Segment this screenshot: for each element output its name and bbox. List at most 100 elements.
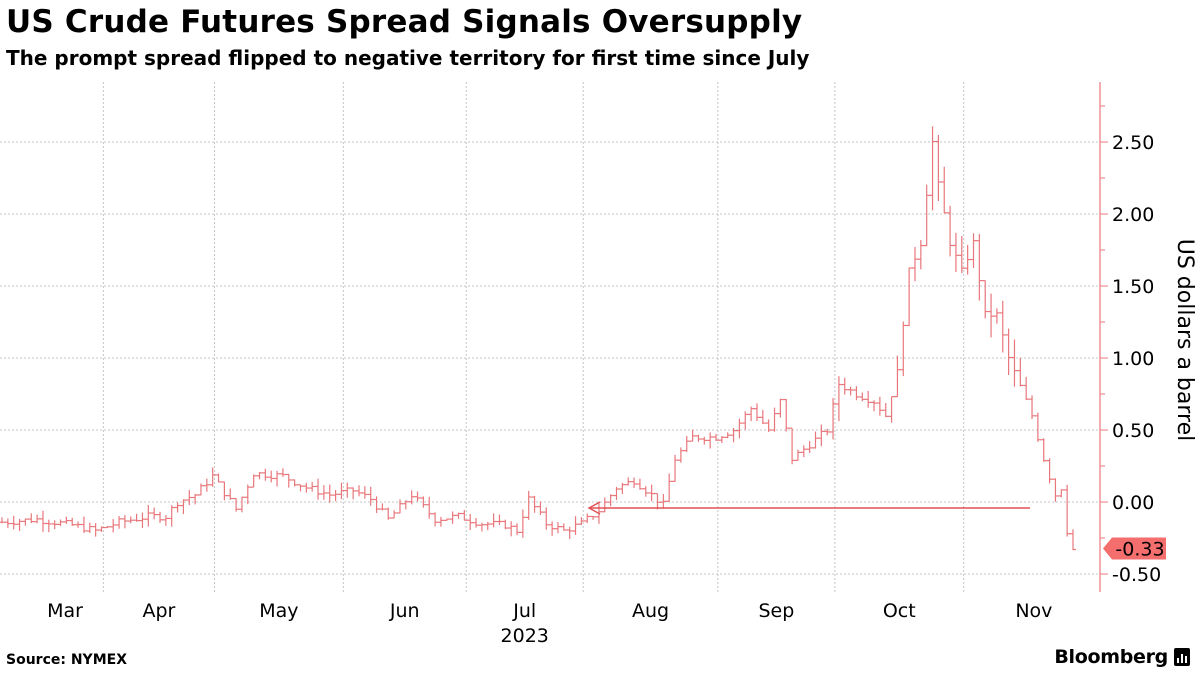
brand-name: Bloomberg [1054, 646, 1168, 668]
ohlc-bar [525, 490, 532, 520]
bloomberg-bars-icon [1174, 648, 1190, 666]
y-tick-label: 2.00 [1112, 204, 1154, 226]
month-tick-label: Jul [512, 600, 536, 622]
ohlc-bar [227, 488, 234, 500]
ohlc-bar [98, 526, 105, 532]
ohlc-bar [508, 521, 515, 537]
ohlc-bar [572, 516, 579, 535]
ohlc-bar [531, 495, 538, 513]
ohlc-bar [1023, 376, 1030, 401]
ohlc-bar [356, 485, 362, 497]
ohlc-bar [730, 427, 737, 443]
ohlc-bar [560, 523, 567, 531]
ohlc-bar [707, 432, 714, 449]
x-axis: Mar Apr May Jun Jul Aug Sep Oct Nov 2023 [47, 600, 1052, 647]
ohlc-bar [139, 512, 146, 529]
ohlc-bar [186, 489, 193, 506]
ohlc-bar [80, 516, 87, 534]
ohlc-bar [473, 518, 480, 528]
ohlc-bar [484, 522, 491, 531]
ohlc-bar [713, 433, 719, 441]
ohlc-bar [859, 392, 866, 402]
ohlc-bar [631, 477, 638, 488]
ohlc-bar [947, 205, 954, 257]
ohlc-bar [238, 496, 245, 513]
ohlc-bar [794, 449, 801, 461]
ohlc-bar [338, 482, 345, 500]
ohlc-bar [437, 516, 444, 527]
ohlc-bar [999, 300, 1006, 353]
y-tick-label: 0.50 [1112, 420, 1154, 442]
ohlc-bar [297, 484, 304, 492]
ohlc-bar [543, 507, 550, 530]
last-value-badge [1103, 537, 1166, 560]
ohlc-bar [929, 126, 936, 211]
chart-subtitle: The prompt spread flipped to negative te… [6, 46, 810, 70]
ohlc-bar [127, 516, 134, 524]
ohlc-bar [455, 512, 462, 519]
ohlc-bar [157, 511, 164, 523]
ohlc-bar [724, 432, 731, 439]
ohlc-bar [391, 510, 398, 519]
ohlc-bar [976, 233, 983, 301]
ohlc-bar [443, 518, 450, 521]
ohlc-bar [923, 184, 930, 247]
month-tick-label: Nov [1015, 600, 1052, 622]
ohlc-bar [894, 355, 901, 398]
ohlc-bar [1046, 458, 1053, 484]
ohlc-bar [789, 427, 796, 465]
ohlc-bar [1029, 395, 1036, 420]
ohlc-bar [51, 520, 58, 530]
ohlc-bar [1064, 484, 1071, 537]
ohlc-bar [952, 232, 959, 272]
ohlc-bar [835, 376, 842, 422]
ohlc-bar [449, 511, 456, 524]
y-tick-label: 1.00 [1112, 348, 1154, 370]
month-tick-label: Aug [632, 600, 669, 622]
ohlc-bar [718, 436, 725, 443]
ohlc-bar [221, 481, 228, 501]
month-tick-label: Oct [883, 600, 916, 622]
ohlc-bar [841, 377, 848, 395]
ohlc-bar [69, 517, 76, 527]
source-note: Source: NYMEX [6, 652, 127, 668]
ohlc-bar [917, 240, 924, 270]
ohlc-bar [502, 519, 509, 530]
ohlc-bar [110, 519, 117, 533]
ohlc-bar [274, 470, 281, 487]
ohlc-bar [379, 503, 386, 511]
y-tick-label: -0.50 [1112, 564, 1161, 586]
ohlc-bar [736, 418, 743, 439]
ohlc-bar [584, 513, 591, 524]
ohlc-bar [233, 497, 240, 512]
ohlc-bar [847, 386, 854, 396]
ohlc-bar [86, 522, 93, 533]
ohlc-bar [607, 494, 614, 507]
ohlc-bar [911, 246, 918, 282]
ohlc-bar [250, 474, 257, 488]
ohlc-bar [461, 510, 468, 521]
ohlc-bar [982, 280, 989, 319]
ohlc-bar [496, 514, 503, 526]
ohlc-bar [1040, 438, 1047, 462]
ohlc-bar [578, 517, 585, 525]
ohlc-bar [268, 470, 275, 483]
ohlc-bar [402, 500, 409, 510]
ohlc-bar [75, 521, 82, 528]
gridlines [0, 82, 1100, 592]
ohlc-bar [326, 484, 333, 503]
year-label: 2023 [501, 625, 549, 647]
ohlc-bar [554, 522, 561, 534]
ohlc-bar [660, 493, 667, 509]
ohlc-bar [320, 485, 327, 500]
ohlc-bar [519, 509, 526, 538]
ohlc-bar [1005, 328, 1012, 376]
ohlc-bar [689, 429, 696, 442]
ohlc-bar [361, 486, 368, 499]
ohlc-bar [350, 487, 357, 500]
ohlc-bar [871, 400, 878, 412]
ohlc-bar [514, 523, 521, 536]
ohlc-bar [642, 486, 649, 497]
ohlc-bar [590, 515, 597, 520]
